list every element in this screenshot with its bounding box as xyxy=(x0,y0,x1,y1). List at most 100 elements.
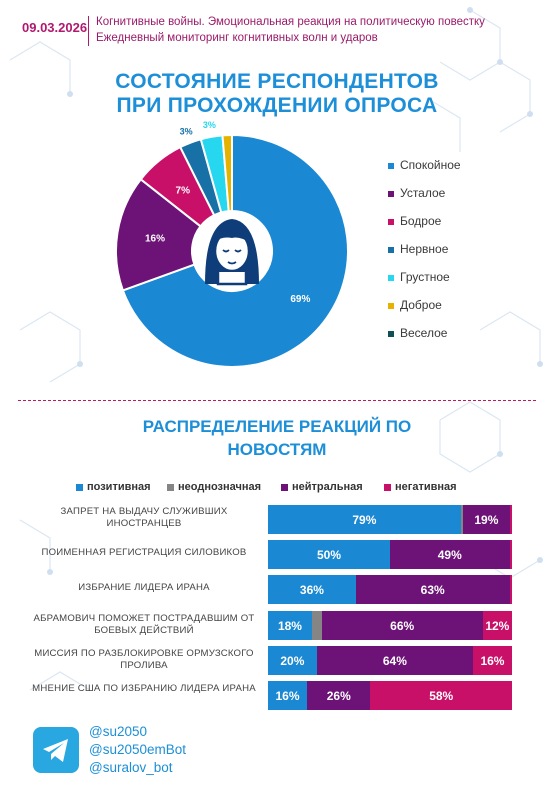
bar-legend-marker-negative xyxy=(384,484,391,491)
donut-slice-1 xyxy=(115,177,202,292)
handle-suralov-bot[interactable]: @suralov_bot xyxy=(89,760,173,775)
legend-label-nervous: Нервное xyxy=(400,242,449,256)
bar-value-label-4-0: 20% xyxy=(280,654,305,668)
telegram-icon[interactable] xyxy=(33,727,79,773)
legend-label-kind: Доброе xyxy=(400,298,442,312)
bar-chart-title-line-1: РАСПРЕДЕЛЕНИЕ РЕАКЦИЙ ПО xyxy=(142,417,412,436)
legend-label-tired: Усталое xyxy=(400,186,446,200)
legend-item-kind: Доброе xyxy=(388,298,528,314)
header-divider xyxy=(88,16,89,46)
bar-value-label-3-3: 12% xyxy=(485,619,510,633)
category-label-0: Запрет на выдачу служивших иностранцев xyxy=(60,506,228,529)
legend-label-joyful: Веселое xyxy=(400,326,448,340)
bar-segment-5-3: 58% xyxy=(370,681,512,710)
calm-face-icon xyxy=(196,215,268,287)
bar-value-label-5-3: 58% xyxy=(429,689,454,703)
stacked-bar-row-2: 36% 63% xyxy=(268,575,512,604)
legend-marker-tired xyxy=(388,191,394,197)
legend-item-cheerful: Бодрое xyxy=(388,214,528,230)
bar-value-label-2-0: 36% xyxy=(299,583,324,597)
report-date: 09.03.2026 xyxy=(22,20,88,35)
bar-segment-1-0: 50% xyxy=(268,540,390,569)
bar-legend-label-neutral: нейтральная xyxy=(292,481,363,493)
bar-value-label-0-2: 19% xyxy=(474,513,499,527)
legend-item-joyful: Веселое xyxy=(388,326,528,342)
donut-slice-5 xyxy=(221,133,233,213)
category-label-4: Миссия по разблокировке Ормузского проли… xyxy=(34,648,254,671)
handle-su2050[interactable]: @su2050 xyxy=(89,724,147,739)
donut-slice-label-3: 3% xyxy=(180,127,193,137)
bar-segment-5-0: 16% xyxy=(268,681,308,710)
bar-value-label-1-2: 49% xyxy=(437,548,462,562)
donut-slice-label-2: 7% xyxy=(176,186,191,197)
bar-segment-0-2: 19% xyxy=(463,505,510,534)
bar-segment-2-0: 36% xyxy=(268,575,356,604)
telegram-plane-icon xyxy=(43,739,68,762)
stacked-bar-row-3: 18% 66% 12% xyxy=(268,611,512,640)
pie-chart-title-line-1: СОСТОЯНИЕ РЕСПОНДЕНТОВ xyxy=(115,70,439,93)
bar-segment-1-2: 49% xyxy=(390,540,510,569)
legend-marker-joyful xyxy=(388,331,394,337)
bar-legend-marker-ambiguous xyxy=(167,484,174,491)
bar-value-label-5-0: 16% xyxy=(275,689,300,703)
bar-segment-0-1 xyxy=(460,505,464,534)
legend-marker-kind xyxy=(388,303,394,309)
bar-segment-5-2: 26% xyxy=(307,681,371,710)
bar-segment-4-0: 20% xyxy=(268,646,317,675)
bar-value-label-3-2: 66% xyxy=(390,619,415,633)
legend-marker-nervous xyxy=(388,247,394,253)
bar-segment-3-1 xyxy=(311,611,322,640)
legend-item-calm: Спокойное xyxy=(388,158,528,174)
legend-marker-cheerful xyxy=(388,219,394,225)
bar-value-label-1-0: 50% xyxy=(316,548,342,562)
bar-value-label-4-3: 16% xyxy=(480,654,505,668)
legend-label-cheerful: Бодрое xyxy=(400,214,442,228)
bar-legend-marker-positive xyxy=(76,484,83,491)
bar-segment-2-3 xyxy=(509,575,512,604)
bar-value-label-2-2: 63% xyxy=(420,583,445,597)
bar-segment-3-0: 18% xyxy=(268,611,312,640)
stacked-bar-row-1: 50% 49% xyxy=(268,540,512,569)
category-label-2: Избрание лидера Ирана xyxy=(78,582,210,593)
bar-value-label-4-2: 64% xyxy=(382,654,407,668)
legend-marker-calm xyxy=(388,163,394,169)
header-subtitle-1: Когнитивные войны. Эмоциональная реакция… xyxy=(96,16,485,28)
donut-slice-0 xyxy=(121,133,349,368)
bar-value-label-0-0: 79% xyxy=(352,513,377,527)
bar-legend-marker-neutral xyxy=(281,484,288,491)
respondent-state-donut-chart: 69% 16% 7% 3% 3% xyxy=(115,120,349,368)
pie-chart-title-line-2: ПРИ ПРОХОЖДЕНИИ ОПРОСА xyxy=(116,94,438,117)
donut-slice-label-0: 69% xyxy=(290,294,310,305)
bar-segment-4-2: 64% xyxy=(316,646,473,675)
donut-slice-label-1: 16% xyxy=(145,234,165,245)
bar-segment-0-0: 79% xyxy=(268,505,461,534)
bar-legend-label-ambiguous: неоднозначная xyxy=(178,481,262,493)
handle-su2050embot[interactable]: @su2050emBot xyxy=(89,742,187,757)
bar-segment-2-2: 63% xyxy=(355,575,510,604)
bar-value-label-5-2: 26% xyxy=(326,689,351,703)
bar-segment-3-2: 66% xyxy=(321,611,483,640)
legend-label-calm: Спокойное xyxy=(400,158,461,172)
stacked-bar-row-5: 16% 26% 58% xyxy=(268,681,512,710)
legend-item-nervous: Нервное xyxy=(388,242,528,258)
bar-segment-0-3 xyxy=(509,505,512,534)
bar-legend-label-positive: позитивная xyxy=(87,481,151,493)
bar-chart-title-line-2: НОВОСТЯМ xyxy=(227,440,327,459)
legend-marker-sad xyxy=(388,275,394,281)
legend-item-tired: Усталое xyxy=(388,186,528,202)
stacked-bar-row-4: 20% 64% 16% xyxy=(268,646,512,675)
bar-segment-3-3: 12% xyxy=(482,611,512,640)
stacked-bar-row-0: 79% 19% xyxy=(268,505,512,534)
bar-segment-1-3 xyxy=(509,540,512,569)
bar-value-label-3-0: 18% xyxy=(277,619,302,633)
header-subtitle-2: Ежедневный мониторинг когнитивных волн и… xyxy=(96,32,378,44)
category-label-3: Абрамович поможет пострадавшим от боевых… xyxy=(33,613,255,636)
category-label-1: Поименная регистрация силовиков xyxy=(41,547,247,558)
legend-item-sad: Грустное xyxy=(388,270,528,286)
category-label-5: Мнение США по избранию лидера Ирана xyxy=(32,683,256,694)
legend-label-sad: Грустное xyxy=(400,270,450,284)
bar-legend-label-negative: негативная xyxy=(395,481,457,493)
donut-slice-label-4: 3% xyxy=(203,120,216,130)
bar-segment-4-3: 16% xyxy=(472,646,512,675)
